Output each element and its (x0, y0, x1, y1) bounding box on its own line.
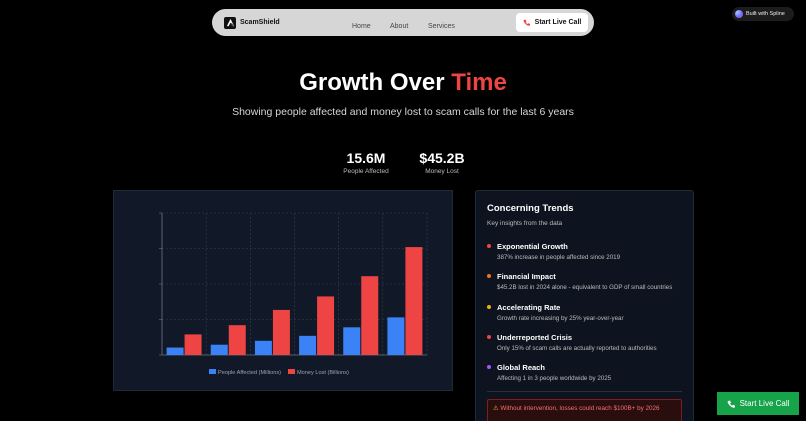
divider (487, 390, 682, 392)
bar-money-lost (184, 334, 202, 355)
legend-swatch (209, 369, 216, 374)
warning-icon: ⚠ (493, 404, 499, 412)
trend-bullet-icon (487, 335, 491, 340)
trend-item: Global Reach Affecting 1 in 3 people worl… (487, 363, 682, 383)
bar-people-affected (166, 347, 184, 355)
start-live-call-label: Start Live Call (534, 19, 582, 26)
trend-item: Underreported Crisis Only 15% of scam cal… (487, 333, 682, 353)
phone-icon (523, 19, 530, 26)
stat-people-affected: 15.6M People Affected (338, 150, 394, 175)
page-title: Growth Over Time (0, 69, 806, 97)
built-with-spline-badge[interactable]: Built with Spline (732, 7, 794, 21)
trend-title: Exponential Growth (497, 242, 568, 251)
floating-cta-label: Start Live Call (739, 399, 790, 408)
legend-label: People Affected (Millions) (218, 370, 281, 376)
title-main: Growth Over (299, 69, 445, 96)
bar-people-affected (299, 335, 317, 355)
phone-icon (727, 400, 735, 408)
trend-bullet-icon (487, 304, 491, 309)
legend-label: Money Lost (Billions) (297, 370, 349, 376)
trend-item: Financial Impact $45.2B lost in 2024 alon… (487, 272, 682, 292)
navbar: ScamShield Home About Services Start Liv… (212, 9, 594, 36)
nav-link-home[interactable]: Home (352, 22, 371, 30)
page-subtitle: Showing people affected and money lost t… (232, 106, 574, 118)
bar-money-lost (228, 325, 246, 355)
trend-item: Exponential Growth 387% increase in peopl… (487, 242, 682, 262)
trend-description: Growth rate increasing by 25% year-over-… (497, 314, 624, 322)
floating-start-live-call-button[interactable]: Start Live Call (717, 392, 799, 415)
bar-people-affected (387, 317, 405, 355)
trend-title: Underreported Crisis (497, 333, 573, 343)
trend-description: Only 15% of scam calls are actually repo… (497, 345, 657, 353)
growth-chart-panel: People Affected (Millions) Money Lost (Bi… (113, 190, 453, 391)
nav-link-about[interactable]: About (390, 22, 409, 30)
trend-description: 387% increase in people affected since 2… (497, 254, 621, 261)
title-accent: Time (451, 69, 507, 96)
stat-money-lost: $45.2B Money Lost (414, 150, 470, 175)
trends-title: Concerning Trends (487, 203, 574, 214)
bar-people-affected (210, 344, 228, 355)
legend-swatch (288, 369, 295, 374)
trend-bullet-icon (487, 365, 491, 370)
trend-bullet-icon (487, 274, 491, 279)
trends-subtitle: Key insights from the data (487, 220, 563, 227)
start-live-call-button[interactable]: Start Live Call (516, 13, 588, 32)
trend-title: Global Reach (497, 363, 545, 373)
bar-money-lost (317, 296, 335, 355)
brand-name: ScamShield (240, 19, 280, 26)
stat-value: $45.2B (419, 150, 465, 166)
growth-bar-chart: People Affected (Millions) Money Lost (Bi… (159, 212, 428, 376)
bar-people-affected (343, 327, 361, 355)
stat-label: People Affected (343, 168, 389, 175)
bar-money-lost (272, 309, 290, 355)
spline-badge-label: Built with Spline (746, 11, 785, 17)
brand[interactable]: ScamShield (224, 16, 280, 29)
trend-list: Exponential Growth 387% increase in peopl… (487, 242, 682, 384)
trend-bullet-icon (487, 244, 491, 248)
shield-logo-icon (224, 16, 236, 29)
trend-description: $45.2B lost in 2024 alone - equivalent t… (497, 284, 673, 292)
warning-text: Without intervention, losses could reach… (500, 404, 660, 412)
concerning-trends-panel: Concerning Trends Key insights from the … (475, 190, 694, 421)
trend-title: Accelerating Rate (497, 302, 561, 312)
bar-money-lost (405, 247, 423, 355)
stat-value: 15.6M (346, 150, 386, 166)
bar-money-lost (361, 276, 379, 355)
bar-people-affected (254, 340, 272, 355)
stat-label: Money Lost (425, 168, 459, 175)
trend-title: Financial Impact (497, 272, 556, 282)
nav-link-services[interactable]: Services (428, 22, 455, 30)
spline-logo-icon (735, 10, 743, 18)
trend-item: Accelerating Rate Growth rate increasing … (487, 303, 682, 323)
trend-description: Affecting 1 in 3 people worldwide by 202… (497, 375, 612, 383)
warning-banner: ⚠ Without intervention, losses could rea… (487, 398, 682, 421)
